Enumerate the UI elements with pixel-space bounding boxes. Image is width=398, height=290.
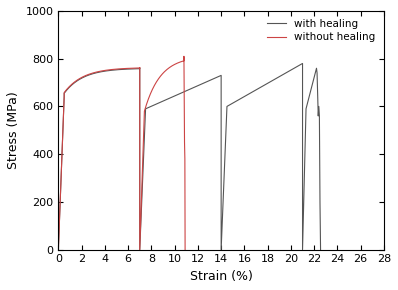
with healing bbox=[154, 102, 159, 106]
Line: with healing: with healing bbox=[59, 64, 320, 250]
with healing bbox=[302, 179, 307, 182]
with healing bbox=[56, 248, 61, 251]
without healing bbox=[140, 173, 144, 177]
without healing bbox=[61, 118, 66, 122]
with healing bbox=[300, 62, 305, 65]
with healing bbox=[135, 67, 140, 70]
without healing bbox=[183, 248, 187, 251]
without healing bbox=[177, 61, 181, 64]
Legend: with healing, without healing: with healing, without healing bbox=[264, 16, 379, 46]
with healing bbox=[318, 248, 323, 251]
without healing bbox=[143, 106, 148, 110]
Y-axis label: Stress (MPa): Stress (MPa) bbox=[7, 91, 20, 169]
without healing bbox=[181, 55, 186, 58]
with healing bbox=[168, 96, 173, 99]
with healing bbox=[176, 93, 180, 96]
Line: without healing: without healing bbox=[59, 56, 185, 250]
without healing bbox=[171, 63, 176, 67]
without healing bbox=[56, 248, 61, 251]
without healing bbox=[142, 122, 146, 126]
X-axis label: Strain (%): Strain (%) bbox=[190, 270, 253, 283]
with healing bbox=[284, 71, 289, 75]
